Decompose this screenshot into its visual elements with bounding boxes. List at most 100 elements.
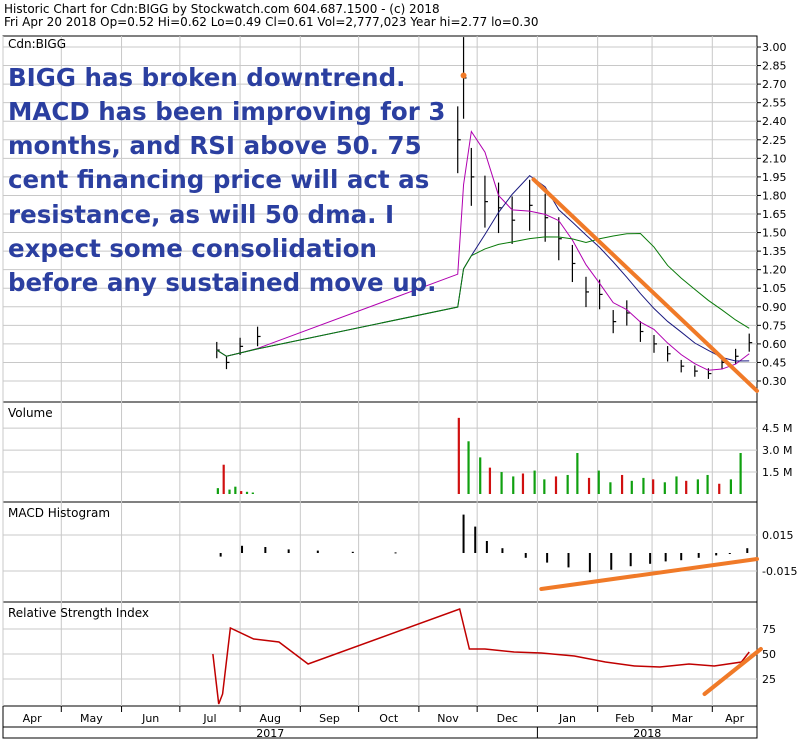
rsi-tick-label: 25: [762, 673, 776, 686]
price-tick-label: 2.85: [762, 60, 787, 73]
volume-bar: [630, 480, 633, 494]
volume-bar: [228, 489, 231, 494]
volume-bar: [245, 491, 249, 494]
volume-bar: [663, 482, 666, 494]
macd-bar: [610, 553, 613, 570]
x-tick-label: Nov: [437, 712, 459, 725]
volume-bar: [479, 457, 482, 494]
symbol-label: Cdn:BIGG: [8, 37, 66, 51]
macd-bar: [680, 553, 683, 561]
macd-bar: [546, 553, 549, 563]
year-label: 2017: [256, 727, 284, 740]
year-label: 2018: [633, 727, 661, 740]
chart-header-title: Historic Chart for Cdn:BIGG by Stockwatc…: [4, 2, 440, 16]
annotation-line-6: expect some consolidation: [8, 234, 377, 263]
macd-bar: [474, 526, 477, 553]
volume-bar: [467, 441, 470, 494]
volume-bar: [652, 479, 655, 494]
chart-header-quote: Fri Apr 20 2018 Op=0.52 Hi=0.62 Lo=0.49 …: [4, 15, 539, 29]
volume-bar: [587, 477, 591, 494]
macd-bar: [462, 514, 465, 553]
volume-bar: [251, 492, 254, 494]
annotation-line-3: months, and RSI above 50. 75: [8, 131, 422, 160]
volume-bar: [566, 474, 569, 494]
volume-bar: [739, 453, 742, 494]
volume-bar: [554, 476, 558, 494]
macd-bar: [351, 551, 354, 553]
rsi-tick-label: 75: [762, 623, 776, 636]
annotation-line-7: before any sustained move up.: [8, 268, 437, 297]
annotation-note: BIGG has broken downtrend. MACD has been…: [8, 63, 445, 297]
macd-bar: [264, 547, 267, 553]
volume-bar: [576, 453, 579, 494]
volume-bar: [457, 417, 460, 494]
macd-bar: [728, 553, 731, 554]
x-tick-label: Dec: [497, 712, 518, 725]
volume-bar: [543, 479, 546, 494]
macd-bar: [715, 553, 718, 556]
price-tick-label: 0.60: [762, 338, 787, 351]
rsi-line: [212, 608, 750, 705]
price-trendline: [531, 177, 759, 393]
price-tick-label: 1.35: [762, 245, 787, 258]
macd-bar: [524, 553, 527, 558]
x-tick-label: Mar: [672, 712, 693, 725]
volume-bar: [533, 470, 536, 494]
x-tick-label: Apr: [23, 712, 43, 725]
x-tick-label: Oct: [379, 712, 399, 725]
macd-bar: [649, 553, 652, 564]
ma-short-line: [216, 130, 750, 371]
macd-bar: [485, 541, 488, 553]
macd-bar: [287, 549, 290, 553]
price-tick-label: 1.50: [762, 227, 787, 240]
volume-bar: [512, 476, 515, 494]
annotation-line-5: resistance, as will 50 dma. I: [8, 200, 394, 229]
year-high-dot: [460, 72, 467, 79]
volume-bar: [675, 476, 678, 494]
volume-tick-label: 4.5 M: [762, 422, 792, 435]
annotation-line-4: cent financing price will act as: [8, 165, 429, 194]
x-tick-label: Apr: [725, 712, 745, 725]
price-tick-label: 2.40: [762, 115, 787, 128]
x-tick-label: Aug: [259, 712, 280, 725]
macd-tick-label: 0.015: [762, 529, 794, 542]
macd-bar: [588, 553, 591, 573]
volume-bar: [696, 479, 699, 494]
volume-bar: [642, 477, 645, 494]
x-tick-label: Sep: [319, 712, 340, 725]
rsi-panel-title: Relative Strength Index: [8, 606, 149, 620]
annotation-line-2: MACD has been improving for 3: [8, 97, 445, 126]
rsi-trendline: [702, 647, 763, 696]
price-tick-label: 1.95: [762, 171, 787, 184]
price-panel: [2, 35, 758, 403]
volume-bar: [488, 467, 492, 494]
price-tick-label: 2.25: [762, 134, 787, 147]
price-tick-label: 0.90: [762, 301, 787, 314]
price-tick-label: 0.30: [762, 375, 787, 388]
volume-bar: [222, 464, 225, 494]
volume-bar: [521, 473, 525, 494]
price-tick-label: 1.65: [762, 208, 787, 221]
macd-tick-label: -0.015: [762, 565, 797, 578]
volume-bar: [597, 470, 600, 494]
price-tick-label: 1.80: [762, 189, 787, 202]
x-tick-label: Jun: [141, 712, 159, 725]
macd-trendline: [539, 557, 759, 591]
volume-bar: [500, 472, 503, 494]
x-tick-label: Feb: [615, 712, 634, 725]
macd-bar: [697, 553, 700, 558]
macd-bar: [316, 550, 319, 553]
volume-tick-label: 1.5 M: [762, 466, 792, 479]
price-tick-label: 2.10: [762, 152, 787, 165]
macd-bar: [567, 553, 570, 568]
volume-bar: [706, 474, 709, 494]
macd-bar: [219, 553, 222, 557]
price-tick-label: 2.70: [762, 78, 787, 91]
volume-bar: [685, 480, 688, 494]
volume-panel-title: Volume: [8, 406, 53, 420]
macd-bar: [746, 548, 749, 553]
volume-bar: [609, 482, 612, 494]
volume-bar: [718, 483, 721, 494]
ma-200-line: [216, 232, 750, 357]
